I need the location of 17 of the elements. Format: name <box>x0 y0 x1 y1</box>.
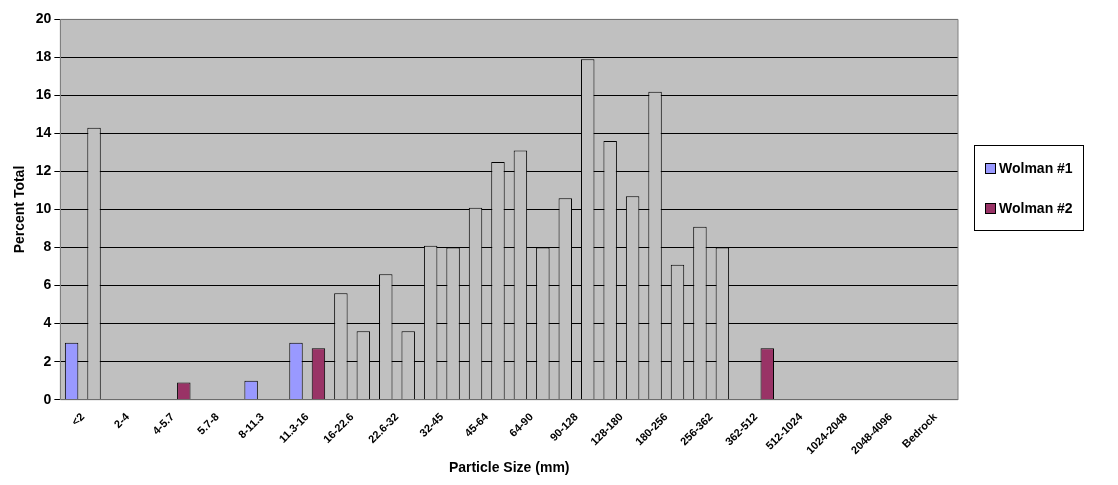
legend-label: Wolman #2 <box>999 200 1073 216</box>
x-axis-title: Particle Size (mm) <box>448 459 570 476</box>
legend-label: Wolman #1 <box>999 160 1073 176</box>
y-tick-label: 16 <box>35 86 52 103</box>
y-tick-label: 8 <box>43 238 52 255</box>
y-tick-label: 4 <box>43 314 52 331</box>
y-tick-label: 2 <box>43 352 52 369</box>
y-tick-label: 14 <box>35 124 52 141</box>
y-tick-label: 18 <box>35 48 52 65</box>
y-tick-label: 6 <box>43 276 52 293</box>
x-tick-label: <2 <box>69 410 87 428</box>
y-tick-label: 12 <box>35 162 52 179</box>
y-tick-label: 0 <box>43 390 52 407</box>
y-tick-label: 10 <box>35 200 52 217</box>
y-tick-label: 20 <box>35 10 52 27</box>
y-axis-title: Percent Total <box>11 165 28 254</box>
x-tick-label: 2-4 <box>111 409 132 431</box>
